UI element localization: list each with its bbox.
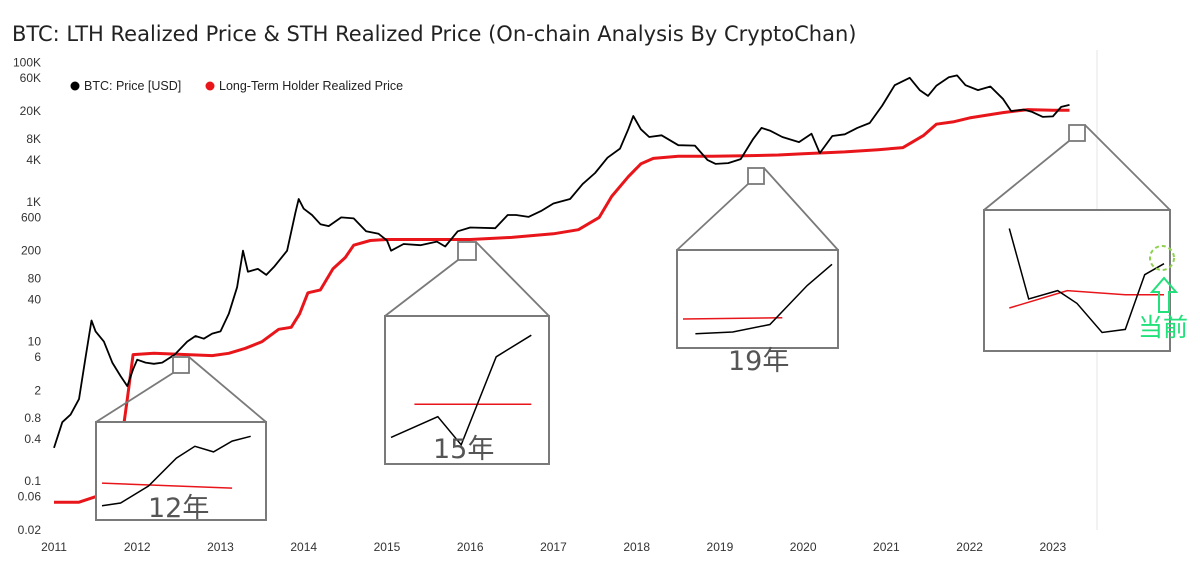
y-tick-label: 0.1 — [24, 474, 41, 488]
y-tick-label: 0.02 — [18, 523, 42, 537]
y-tick-label: 20K — [20, 104, 41, 118]
y-tick-label: 80 — [28, 272, 42, 286]
zoom-connector — [763, 167, 839, 251]
zoom-price-line — [1008, 228, 1165, 334]
x-tick-label: 2011 — [41, 540, 67, 554]
x-tick-label: 2016 — [457, 540, 484, 554]
y-tick-label: 60K — [20, 71, 41, 85]
zoom-source-box — [747, 167, 765, 185]
x-tick-label: 2020 — [790, 540, 817, 554]
zoom-connector — [384, 259, 459, 317]
y-tick-label: 2 — [34, 383, 41, 397]
zoom-connector — [1084, 124, 1171, 211]
zoom-connector — [95, 372, 174, 423]
zoom-panel — [95, 421, 267, 521]
zoom-connector — [188, 356, 267, 423]
zoom-price-line — [101, 435, 251, 507]
zoom-inset-2015: 15年 — [384, 241, 550, 465]
x-tick-label: 2021 — [873, 540, 900, 554]
x-tick-label: 2013 — [207, 540, 234, 554]
legend-price-label: BTC: Price [USD] — [84, 79, 181, 93]
zoom-inset-2023 — [983, 124, 1171, 352]
x-tick-label: 2022 — [956, 540, 983, 554]
y-tick-label: 600 — [21, 210, 41, 224]
zoom-lth-line — [1009, 289, 1164, 309]
y-tick-label: 10 — [28, 335, 42, 349]
series-line-lth — [54, 108, 1070, 504]
y-tick-label: 100K — [13, 55, 41, 69]
x-tick-label: 2015 — [374, 540, 401, 554]
legend-lth-marker — [205, 81, 215, 91]
zoom-source-box — [457, 241, 477, 261]
zoom-panel — [676, 249, 839, 349]
zoom-label: 19年 — [728, 346, 789, 377]
y-tick-label: 0.4 — [24, 432, 41, 446]
y-tick-label: 40 — [28, 293, 42, 307]
zoom-connector — [983, 140, 1070, 211]
y-tick-label: 4K — [26, 153, 41, 167]
zoom-price-line — [390, 334, 532, 447]
zoom-insets: 12年 15年 19年 — [95, 124, 1171, 524]
x-tick-label: 2014 — [290, 540, 317, 554]
series-layer — [53, 74, 1070, 504]
y-tick-label: 8K — [26, 132, 41, 146]
x-axis-ticks: 2011 2012 2013 2014 2015 2016 2017 2018 2019 2020… — [41, 540, 1067, 554]
zoom-source-box — [1068, 124, 1086, 142]
zoom-source-box — [172, 356, 190, 374]
zoom-lth-line — [101, 482, 233, 489]
up-arrow-icon — [1149, 276, 1179, 313]
x-tick-label: 2019 — [707, 540, 734, 554]
y-tick-label: 6 — [34, 350, 41, 364]
zoom-panel — [983, 209, 1171, 352]
y-tick-label: 0.06 — [18, 490, 42, 504]
y-tick-label: 1K — [26, 195, 41, 209]
current-annotation: 当前 — [1138, 245, 1188, 342]
x-tick-label: 2018 — [623, 540, 650, 554]
zoom-connector — [475, 241, 550, 317]
legend: BTC: Price [USD] Long-Term Holder Realiz… — [70, 79, 403, 93]
legend-price-marker — [70, 81, 80, 91]
x-tick-label: 2012 — [124, 540, 151, 554]
y-tick-label: 0.8 — [24, 411, 41, 425]
zoom-label: 12年 — [148, 493, 209, 524]
current-label: 当前 — [1138, 313, 1188, 342]
chart-title: BTC: LTH Realized Price & STH Realized P… — [12, 22, 857, 46]
zoom-inset-2012: 12年 — [95, 356, 267, 524]
x-tick-label: 2023 — [1040, 540, 1067, 554]
zoom-lth-line — [682, 316, 783, 320]
series-line-price — [53, 74, 1070, 449]
y-tick-label: 200 — [21, 244, 41, 258]
legend-lth-label: Long-Term Holder Realized Price — [219, 79, 403, 93]
zoom-price-line — [695, 263, 833, 335]
current-marker-circle — [1149, 245, 1175, 271]
zoom-label: 15年 — [433, 434, 494, 465]
x-tick-label: 2017 — [540, 540, 567, 554]
zoom-inset-2019: 19年 — [676, 167, 839, 377]
zoom-connector — [676, 183, 749, 251]
